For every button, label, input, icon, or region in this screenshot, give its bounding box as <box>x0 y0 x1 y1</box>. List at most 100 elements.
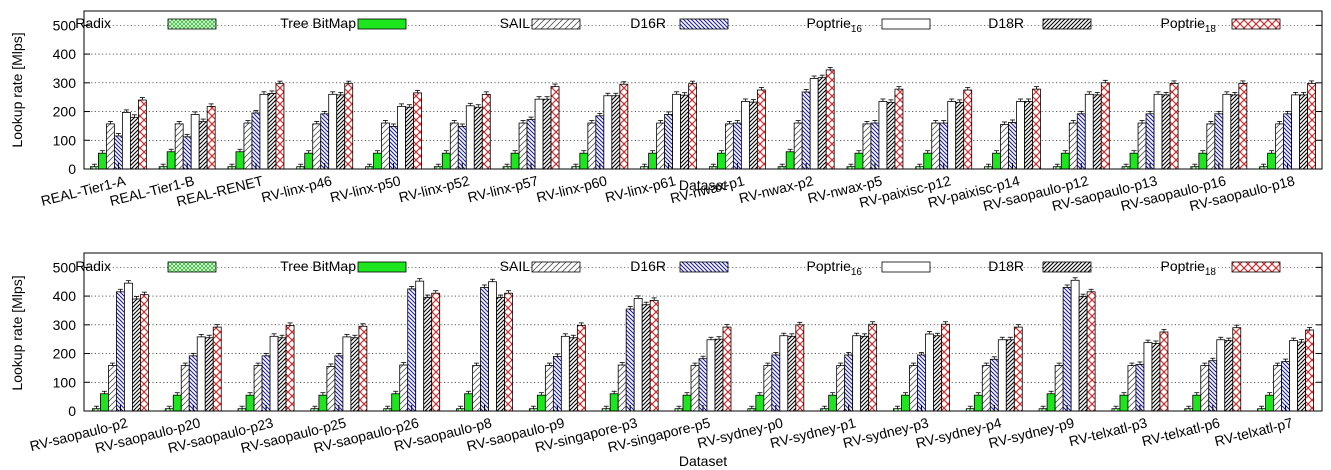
bar-poptrie18 <box>619 83 629 170</box>
bar-d18r <box>1005 339 1015 412</box>
bar-d16r <box>1208 360 1218 412</box>
bar-poptrie16 <box>1291 94 1301 170</box>
bar-d16r <box>939 122 949 170</box>
bar-poptrie18 <box>1238 82 1248 170</box>
bar-tree-bitmap <box>391 393 401 412</box>
legend-label-tree-bitmap: Tree BitMap <box>280 258 356 274</box>
bar-d18r <box>886 101 896 170</box>
bar-poptrie18 <box>137 99 147 170</box>
bar-d18r <box>1078 296 1088 412</box>
legend-swatch-poptrie16 <box>881 261 931 273</box>
bar-sail <box>931 122 941 170</box>
bar-tree-bitmap <box>973 394 983 412</box>
bar-d18r <box>1224 340 1234 412</box>
bar-sail <box>690 365 700 412</box>
bar-tree-bitmap <box>1198 152 1208 170</box>
legend-swatch-radix <box>167 18 217 30</box>
legend-label-poptrie16: Poptrie16 <box>807 15 863 35</box>
bar-d16r <box>407 288 417 412</box>
legend-label-d18r: D18R <box>988 15 1024 31</box>
bar-sail <box>793 122 803 170</box>
bar-sail <box>472 365 481 412</box>
bar-poptrie18 <box>358 325 368 412</box>
x-tick-label: RV-linx-p46 <box>260 172 334 205</box>
bar-d18r <box>1024 101 1033 170</box>
bar-poptrie18 <box>212 326 222 412</box>
bar-tree-bitmap <box>992 152 1001 170</box>
bar-d16r <box>320 113 330 170</box>
bar-poptrie16 <box>1222 93 1232 170</box>
bar-sail <box>381 122 390 170</box>
y-axis-label: Lookup rate [Mlps] <box>9 275 25 390</box>
bar-poptrie18 <box>1013 326 1023 412</box>
bar-poptrie18 <box>868 323 878 412</box>
bar-poptrie16 <box>328 93 338 170</box>
bar-tree-bitmap <box>682 394 692 412</box>
bar-poptrie16 <box>809 78 819 170</box>
bar-tree-bitmap <box>318 394 328 412</box>
bar-d16r <box>1076 113 1086 170</box>
bar-poptrie18 <box>963 89 973 170</box>
bar-poptrie18 <box>576 324 586 412</box>
bar-tree-bitmap <box>923 152 933 170</box>
bar-poptrie18 <box>722 326 732 412</box>
bar-tree-bitmap <box>785 151 795 170</box>
bar-tree-bitmap <box>609 393 619 412</box>
bar-tree-bitmap <box>100 393 109 412</box>
bar-tree-bitmap <box>901 394 910 412</box>
bar-sail <box>105 123 115 170</box>
bar-tree-bitmap <box>1060 152 1070 170</box>
bar-d18r <box>680 94 690 170</box>
bar-d18r <box>641 304 651 412</box>
y-tick-label: 500 <box>53 259 77 275</box>
bar-d16r <box>116 291 125 412</box>
bar-d18r <box>748 101 758 170</box>
bar-sail <box>518 122 528 170</box>
bar-poptrie18 <box>1032 88 1041 170</box>
legend-label-poptrie16: Poptrie16 <box>807 258 863 278</box>
legend-swatch-poptrie16 <box>881 18 931 30</box>
legend-label-d18r: D18R <box>988 258 1024 274</box>
bar-d16r <box>261 355 271 412</box>
bar-d18r <box>787 335 797 412</box>
bar-tree-bitmap <box>97 152 107 170</box>
bar-poptrie16 <box>534 98 544 170</box>
bar-d16r <box>480 287 489 412</box>
bar-d18r <box>1299 94 1309 170</box>
bar-d18r <box>1297 341 1306 412</box>
bar-sail <box>449 122 459 170</box>
bar-tree-bitmap <box>172 394 182 412</box>
bar-poptrie16 <box>415 280 425 412</box>
bar-d18r <box>542 98 552 170</box>
bar-d18r <box>1230 94 1240 170</box>
chart-panel-1: 0100200300400500REAL-Tier1-AREAL-Tier1-B… <box>9 10 1323 214</box>
bar-sail <box>312 123 322 170</box>
legend-swatch-d18r <box>1042 18 1092 30</box>
bar-d18r <box>267 93 277 170</box>
legend-swatch-d16r <box>679 18 729 30</box>
bar-poptrie18 <box>688 83 698 170</box>
bar-poptrie16 <box>633 297 643 412</box>
bar-d18r <box>817 77 827 170</box>
bar-sail <box>1054 365 1064 412</box>
bar-d16r <box>389 126 398 170</box>
bar-d16r <box>526 119 536 170</box>
bar-poptrie16 <box>852 335 862 412</box>
bar-poptrie18 <box>413 92 422 170</box>
legend-swatch-sail <box>531 18 581 30</box>
bar-sail <box>1068 122 1078 170</box>
bar-d16r <box>188 355 198 412</box>
bar-sail <box>180 365 190 412</box>
bar-d16r <box>1135 364 1145 412</box>
bar-d18r <box>129 116 139 170</box>
bar-tree-bitmap <box>373 152 382 170</box>
bar-poptrie18 <box>1305 329 1314 412</box>
bar-d16r <box>552 356 562 412</box>
bar-d18r <box>405 106 414 170</box>
bar-poptrie18 <box>756 89 766 170</box>
bar-poptrie16 <box>560 335 570 412</box>
bar-poptrie16 <box>603 95 613 170</box>
bar-poptrie18 <box>550 86 560 170</box>
bar-poptrie16 <box>947 101 957 170</box>
